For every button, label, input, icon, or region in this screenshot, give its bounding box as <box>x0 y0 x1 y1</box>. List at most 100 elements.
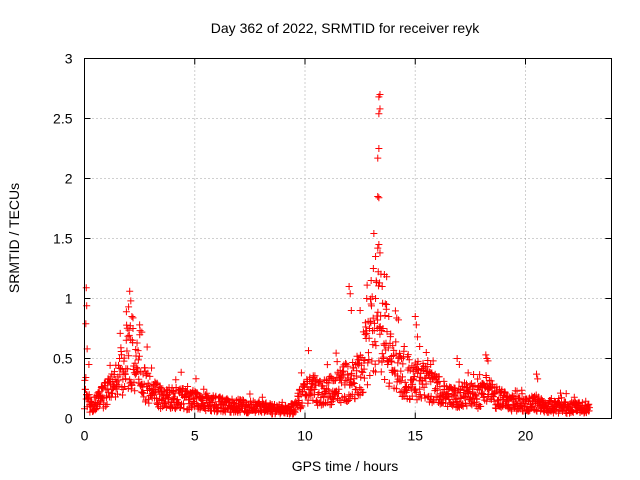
data-point <box>85 361 93 368</box>
data-point <box>171 405 179 413</box>
data-point <box>376 279 384 287</box>
data-point <box>343 377 351 385</box>
data-point <box>394 375 402 383</box>
data-point <box>370 230 378 238</box>
data-point <box>557 394 565 402</box>
data-point <box>396 388 404 396</box>
y-tick-label: 0.5 <box>53 351 73 367</box>
data-point <box>422 349 430 356</box>
data-point <box>311 372 319 380</box>
data-point <box>348 390 356 398</box>
data-point <box>570 393 578 401</box>
data-point <box>374 244 382 252</box>
data-point <box>372 342 380 350</box>
data-point <box>346 290 354 298</box>
data-point <box>133 339 141 347</box>
data-point <box>291 406 299 414</box>
data-point <box>376 330 384 338</box>
data-point <box>351 395 359 403</box>
data-point <box>525 407 533 415</box>
data-point <box>172 376 180 384</box>
data-point <box>582 397 590 405</box>
data-point <box>416 385 424 393</box>
data-point <box>482 374 490 381</box>
data-point <box>534 375 542 383</box>
data-point <box>383 301 391 308</box>
data-point <box>360 374 368 382</box>
data-point <box>363 295 371 302</box>
data-point <box>484 357 492 365</box>
data-point <box>357 373 365 381</box>
data-point <box>103 400 111 408</box>
data-point <box>116 329 124 337</box>
data-point <box>455 361 463 368</box>
data-point <box>375 282 383 290</box>
data-point <box>381 376 389 384</box>
data-point <box>518 390 526 398</box>
data-point <box>368 302 376 310</box>
data-point <box>340 367 348 375</box>
data-point <box>379 324 387 332</box>
data-point <box>374 308 382 316</box>
data-point <box>333 358 341 366</box>
data-point <box>378 283 386 290</box>
data-point <box>246 390 254 398</box>
data-point <box>95 389 103 397</box>
data-point <box>323 385 331 393</box>
data-point <box>463 402 471 410</box>
data-point <box>487 377 495 385</box>
data-point <box>91 406 99 414</box>
data-point <box>347 307 355 314</box>
data-point <box>143 343 151 351</box>
data-point <box>82 320 90 328</box>
x-axis-label: GPS time / hours <box>292 458 399 474</box>
data-point <box>411 372 419 380</box>
data-point <box>125 331 133 339</box>
data-point <box>363 281 371 289</box>
data-point <box>114 390 122 398</box>
x-tick-label: 0 <box>81 428 89 444</box>
data-point <box>235 406 243 414</box>
data-point <box>392 338 400 346</box>
data-point <box>198 392 206 400</box>
data-point <box>371 319 379 327</box>
data-point <box>122 308 130 316</box>
data-point <box>434 379 442 387</box>
data-point <box>378 350 386 358</box>
data-point <box>408 392 416 400</box>
y-tick-label: 1 <box>65 291 73 307</box>
data-point <box>119 385 127 393</box>
data-point <box>380 353 388 361</box>
data-point <box>297 403 305 411</box>
data-point <box>345 283 353 290</box>
data-point <box>174 399 182 407</box>
data-point <box>307 392 315 400</box>
data-point <box>445 395 453 403</box>
data-point <box>200 385 208 393</box>
data-point <box>138 328 146 336</box>
data-point <box>203 389 211 397</box>
data-point <box>381 300 389 308</box>
data-point <box>585 400 593 408</box>
data-point <box>130 378 138 386</box>
data-point <box>419 359 427 367</box>
data-point <box>347 392 355 400</box>
x-tick-label: 20 <box>518 428 534 444</box>
data-point <box>125 303 133 311</box>
data-point <box>344 362 352 370</box>
data-point <box>429 357 437 365</box>
data-point <box>104 388 112 396</box>
data-point <box>356 307 364 314</box>
grid-lines <box>84 58 612 419</box>
data-point <box>346 376 354 384</box>
data-point <box>374 316 382 324</box>
data-point <box>323 378 331 386</box>
data-point <box>364 359 372 367</box>
data-point <box>129 314 137 322</box>
data-point <box>397 377 405 385</box>
data-point <box>348 369 356 377</box>
data-point <box>569 408 577 416</box>
data-point <box>146 385 154 393</box>
data-point <box>513 387 521 395</box>
